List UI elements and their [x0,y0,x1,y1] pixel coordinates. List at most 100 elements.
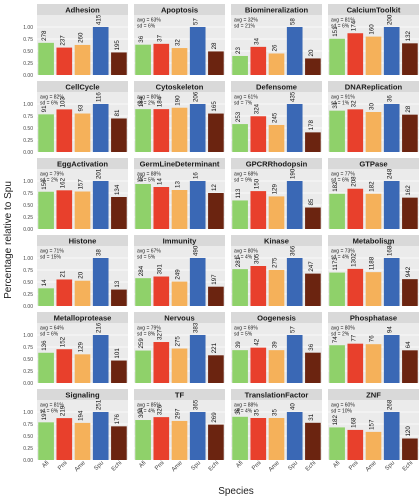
facet-strip [328,389,419,400]
bar-value-label: 35 [272,409,279,416]
bar [92,335,109,383]
bar-value-label: 197 [211,274,218,285]
bar [268,124,285,152]
facet-title: Phosphatase [350,313,397,322]
facet-panel: Defensome 253 324 245 435 178 avg = 61%sd = 7% [231,81,322,153]
x-tick-label: Pmi [57,460,69,472]
facet-panel: Oogenesis 39 42 39 57 36 avg = 69%sd = 5% [231,312,322,384]
bar [111,360,127,383]
bar [74,280,91,306]
sd-annotation: sd = 9% [234,178,253,184]
facet-panel: Kinase 281 305 275 366 247 avg = 80%sd = 4% [231,235,322,307]
x-tick-label: Pmi [154,460,166,472]
bar [268,196,285,229]
bar-value-label: 1302 [350,253,357,267]
bar-value-label: 14 [41,279,48,286]
y-tick-label: 0.25 [23,61,33,67]
bar-value-label: 268 [387,399,394,410]
sd-annotation: sd = 5% [137,178,156,184]
bar-value-label: 20 [78,271,85,278]
avg-annotation: avg = 32% [234,18,258,24]
x-tick-label: Spu [93,460,105,472]
facet-strip [134,158,225,169]
facet-panel: Nervous 259 327 275 383 221 avg = 79%sd = 8% [134,312,225,384]
avg-annotation: avg = 80% [234,249,258,255]
facet-panel: Histone 0.00 0.25 0.50 0.75 1.00 14 21 20 38 13 avg… [23,235,128,310]
bar [286,104,303,152]
bar [347,188,364,229]
bar-value-label: 182 [332,181,339,192]
y-tick-label: 0.75 [23,268,33,274]
bar-value-label: 194 [78,410,85,421]
facet-panel: CalciumToolkit 151 174 160 200 132 avg = 81%sd… [328,4,419,76]
x-tick-label: Pmi [251,460,263,472]
bar [74,191,91,229]
bar [329,110,345,152]
sd-annotation: sd = 4% [137,409,156,415]
y-tick-label: 0.00 [23,150,33,156]
bar [329,427,345,460]
bar [92,258,109,306]
avg-annotation: avg = 80% [331,326,355,332]
bar-value-label: 36 [235,407,242,414]
x-tick-label: Echi [111,460,123,472]
sd-annotation: sd = 5% [137,255,156,261]
x-tick-label: Afi [138,460,147,469]
facet-strip [134,235,225,246]
bar-value-label: 57 [290,326,297,333]
bar-value-label: 176 [114,413,121,424]
x-tick-label: Ame [268,460,281,473]
bar [347,429,364,460]
bar [171,48,188,75]
bar [153,417,170,460]
bar [171,281,188,306]
bar [347,109,364,152]
facet-strip [37,312,128,323]
x-tick-label: Afi [41,460,50,469]
bar-value-label: 30 [369,103,376,110]
x-tick-label: Echi [208,460,220,472]
bar-value-label: 184 [138,96,145,107]
facet-title: Oogenesis [257,313,296,322]
facet-panel: Cytoskeleton 184 184 190 206 165 avg = 80%sd =… [134,81,225,153]
bar-value-label: 12 [211,184,218,191]
sd-annotation: sd = 8% [137,332,156,338]
bar-value-label: 216 [96,322,103,333]
bar-value-label: 76 [369,335,376,342]
bar-value-label: 77 [350,334,357,341]
bar-value-label: 85 [308,198,315,205]
bar [250,266,267,306]
facet-panel: Metalloprotease 0.00 0.25 0.50 0.75 1.00 136 15… [23,312,128,387]
bar-value-label: 156 [41,179,48,190]
bar-value-label: 42 [253,338,260,345]
bar [286,27,303,75]
bar-value-label: 1173 [332,257,339,271]
sd-annotation: sd = 1% [331,101,350,107]
facet-strip [134,4,225,15]
y-tick-label: 0.25 [23,138,33,144]
facet-title: Kinase [264,236,289,245]
y-tick-label: 0.00 [23,458,33,464]
bar-value-label: 365 [193,399,200,410]
sd-annotation: sd = 21% [234,24,256,30]
bar-value-label: 37 [156,34,163,41]
facet-panel: Immunity 284 301 249 490 197 avg = 67%sd = 5% [134,235,225,307]
bar [383,412,400,460]
bar [305,273,321,306]
bar-value-label: 275 [175,336,182,347]
bar [286,335,303,383]
bar [365,272,382,306]
x-tick-label: Ame [171,460,184,473]
bar [347,268,364,306]
bar [268,418,285,460]
facet-panel: DNAReplication 31 32 30 36 28 avg = 91%sd = 1% [328,81,419,153]
facet-strip [37,389,128,400]
bar-value-label: 32 [350,100,357,107]
bar-value-label: 15 [138,175,145,182]
y-tick-label: 0.25 [23,446,33,452]
bar [250,191,267,229]
facet-strip [37,235,128,246]
bar-value-label: 28 [211,42,218,49]
bar [38,42,54,75]
bar [232,55,248,75]
